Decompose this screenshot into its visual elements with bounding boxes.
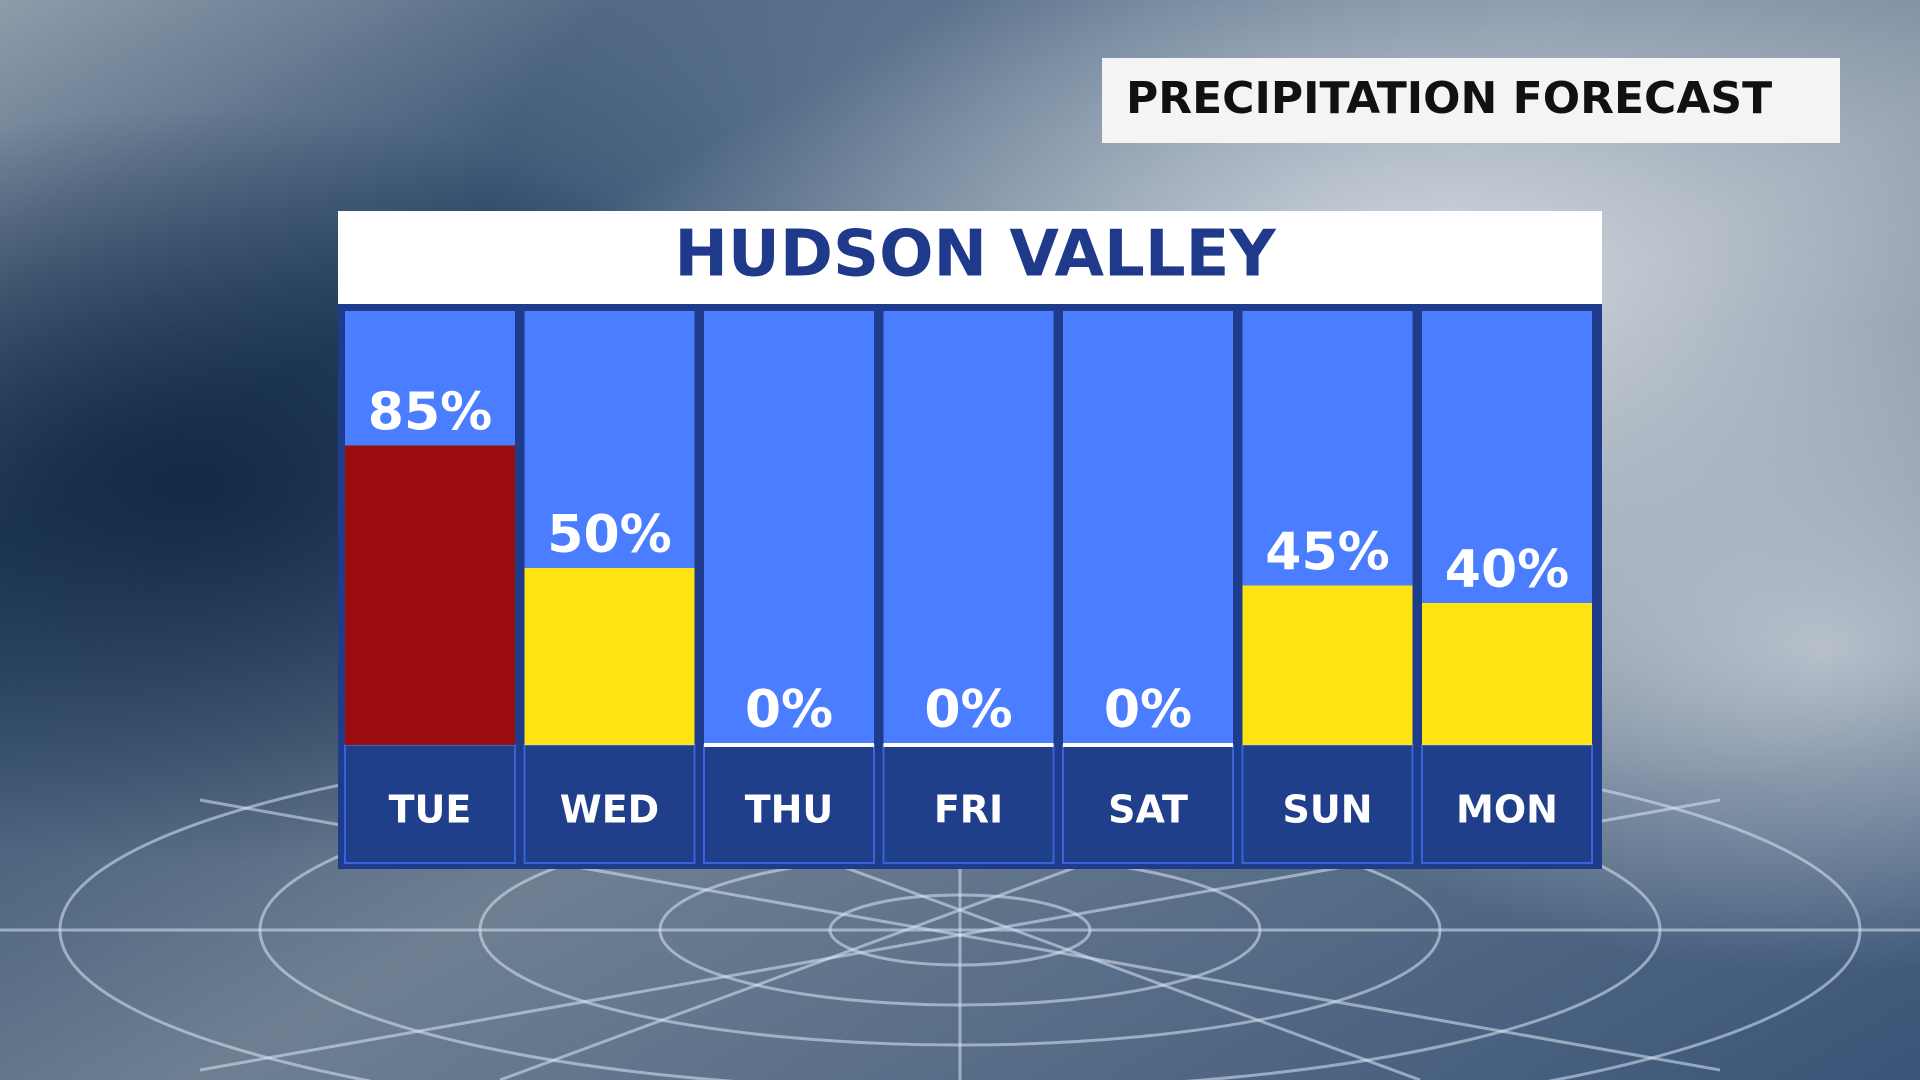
value-label: 45% [1265,523,1389,583]
day-band [1421,744,1593,864]
bar [1422,605,1592,745]
bar [1242,587,1413,745]
day-band [882,744,1055,864]
x-tick-label: SAT [1108,788,1188,832]
x-tick-label: MON [1456,788,1558,832]
value-label: 0% [924,680,1012,740]
value-label: 50% [547,505,671,565]
header-title: PRECIPITATION FORECAST [1126,73,1772,124]
bar [524,570,695,745]
value-label: 0% [1104,680,1192,740]
header-box [1102,58,1840,143]
x-tick-label: WED [560,788,659,832]
x-tick-label: THU [745,788,834,832]
chart-title: HUDSON VALLEY [674,218,1276,292]
day-band [1241,744,1414,864]
day-band [703,744,875,864]
day-band [523,744,696,864]
day-band [1062,744,1234,864]
x-tick-label: TUE [389,788,472,832]
column [883,311,1054,745]
value-label: 0% [745,680,833,740]
value-label: 85% [368,383,492,443]
column [1063,311,1233,745]
column [704,311,874,745]
value-label: 40% [1445,540,1569,600]
x-tick-label: SUN [1282,788,1372,832]
day-band [344,744,516,864]
bar [345,447,515,745]
title-panel [338,211,1602,304]
x-tick-label: FRI [934,788,1003,832]
